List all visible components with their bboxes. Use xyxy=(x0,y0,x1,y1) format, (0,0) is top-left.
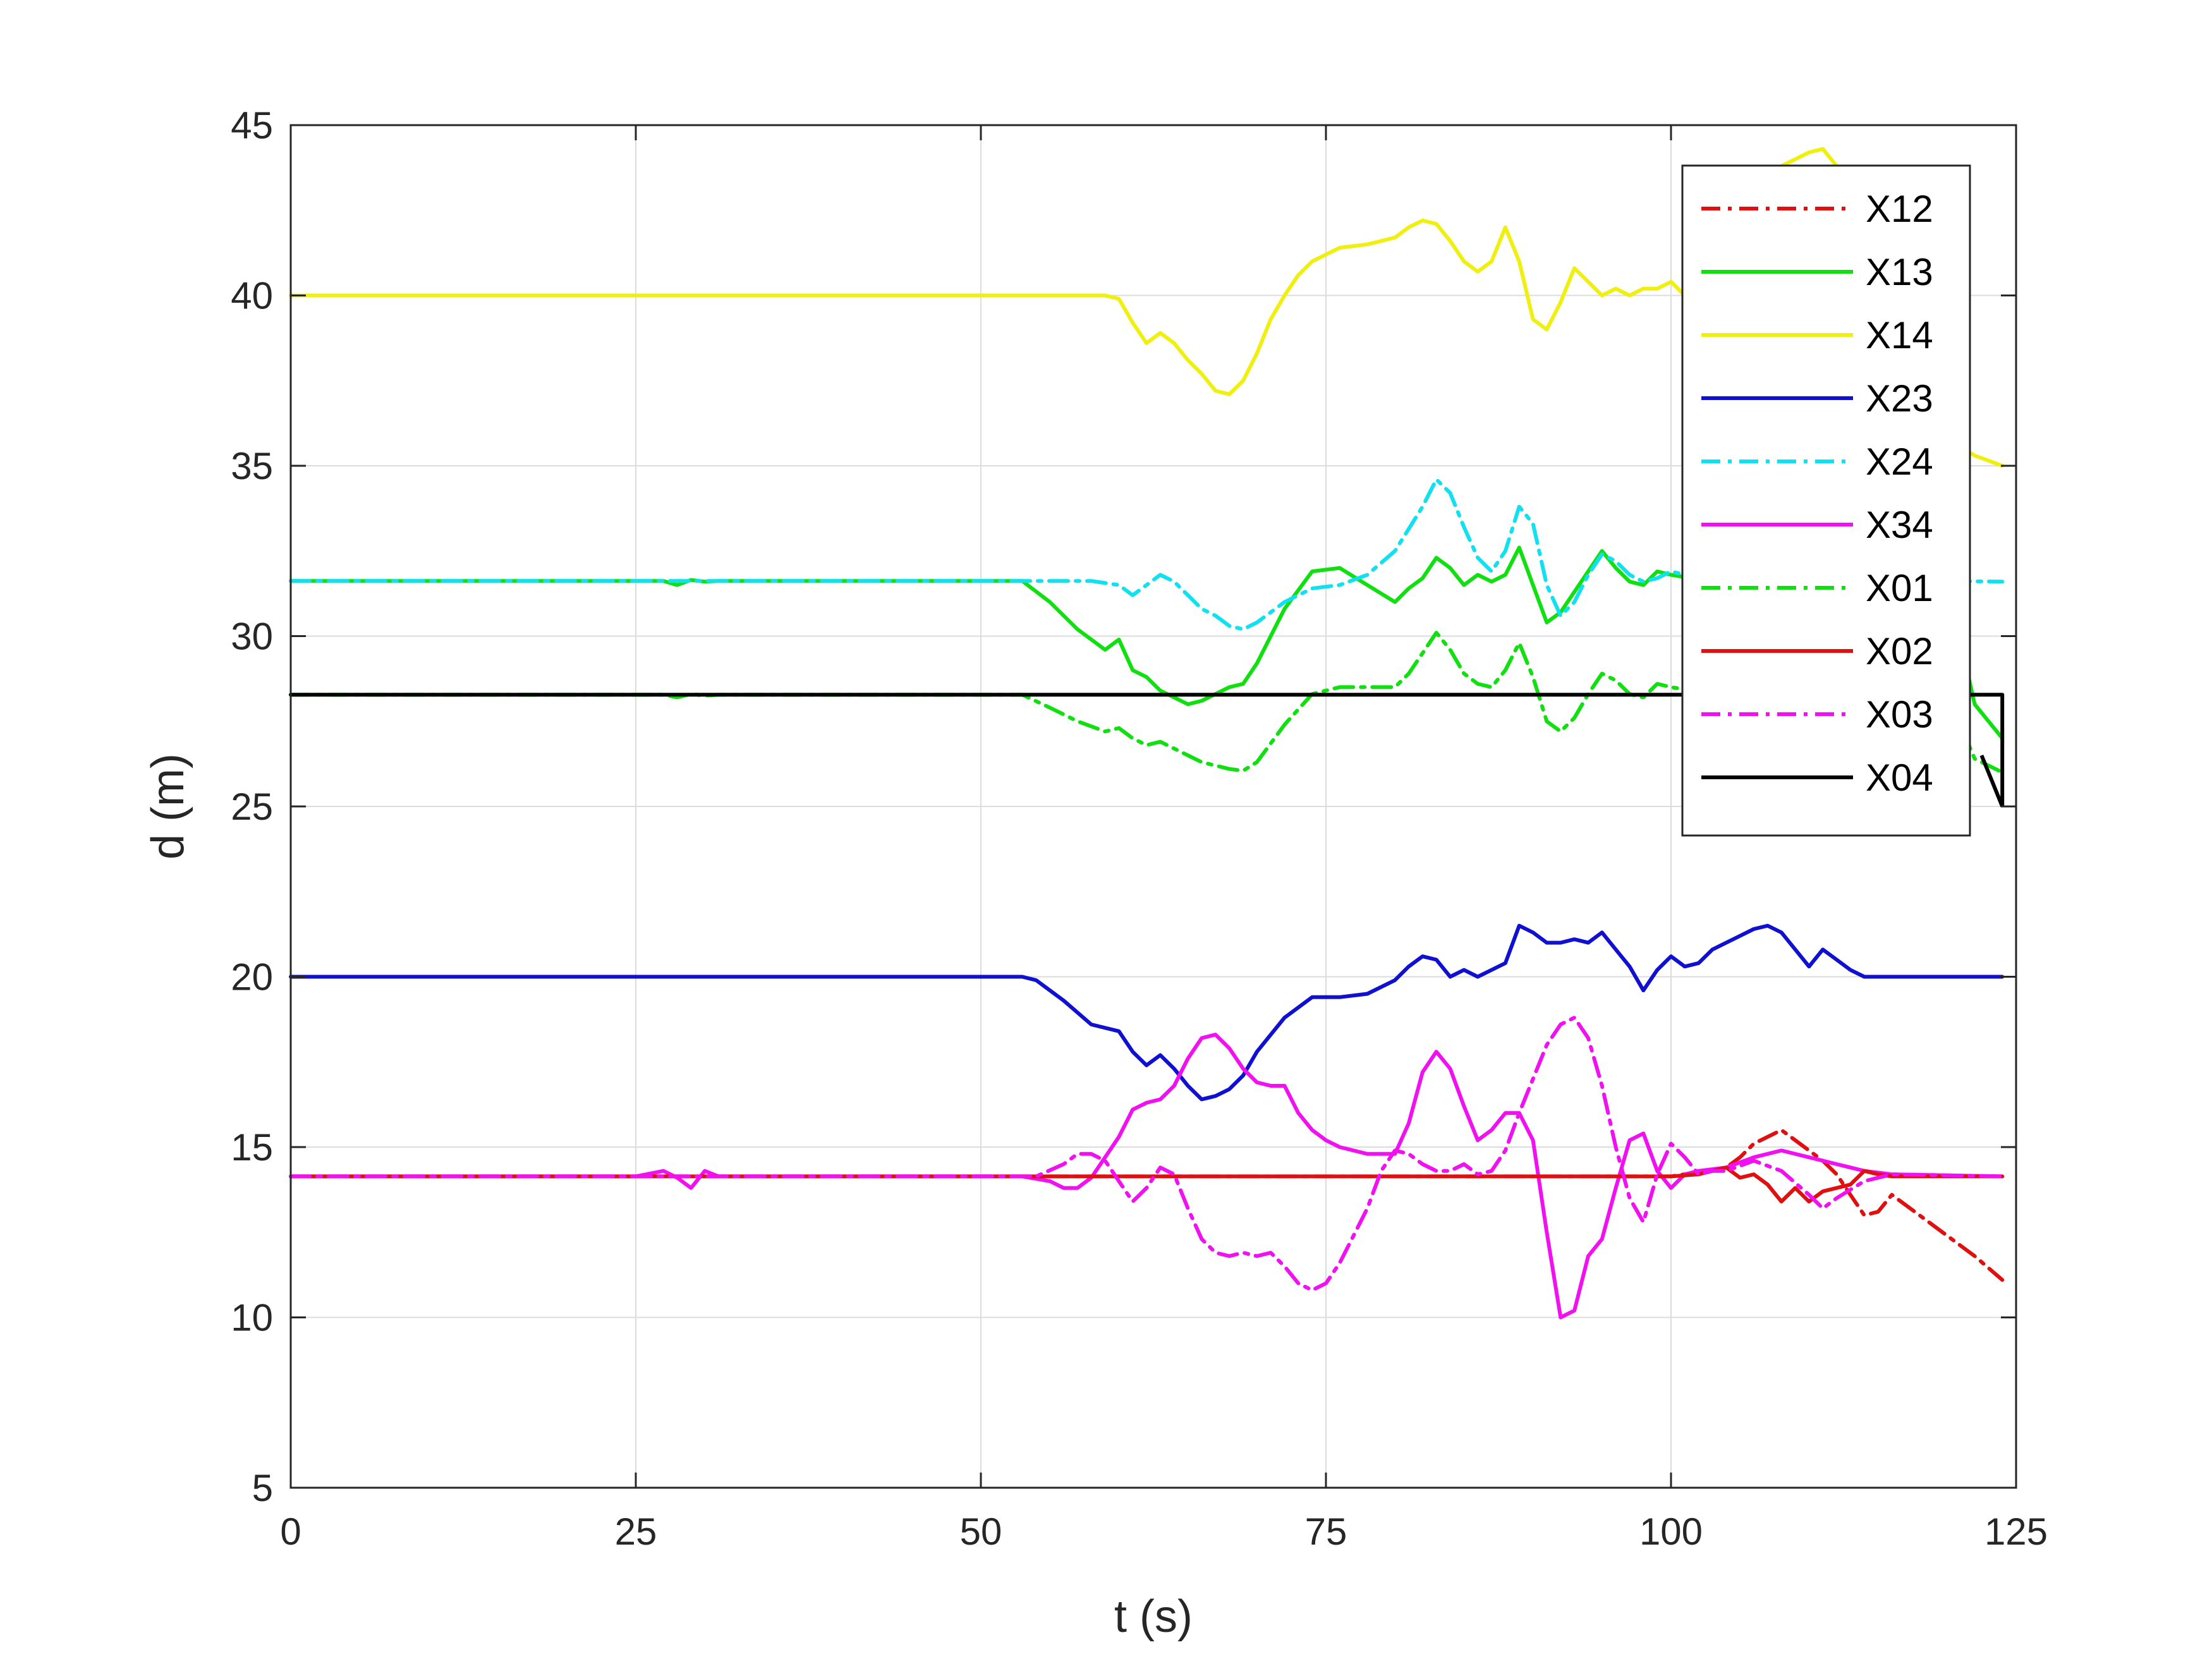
legend-label-x12: X12 xyxy=(1866,188,1933,230)
x-tick-label: 125 xyxy=(1984,1510,2048,1553)
series-line-x13 xyxy=(289,545,2005,741)
axis-ticks: 0 25 50 75 100 125 5 10 15 20 25 30 35 40 45 xyxy=(231,104,2048,1553)
series-line-x34 xyxy=(289,1033,2005,1320)
y-tick-label: 15 xyxy=(231,1126,273,1169)
legend: X12 X13 X14 X23 X24 X34 X01 X02 X03 X04 xyxy=(1681,164,1971,837)
series-line-x14 xyxy=(289,147,2005,468)
x-tick-label: 50 xyxy=(960,1510,1002,1553)
series-line-x01 xyxy=(289,631,2005,775)
legend-label-x23: X23 xyxy=(1866,377,1933,420)
legend-box xyxy=(1681,164,1971,837)
x-tick-label: 100 xyxy=(1639,1510,1703,1553)
series-line-x24 xyxy=(289,477,2005,631)
legend-label-x03: X03 xyxy=(1866,693,1933,736)
y-tick-label: 20 xyxy=(231,956,273,999)
y-tick-label: 35 xyxy=(231,445,273,487)
y-tick-label: 25 xyxy=(231,786,273,828)
y-tick-label: 30 xyxy=(231,616,273,658)
series-line-x03 xyxy=(289,1016,2005,1292)
legend-label-x34: X34 xyxy=(1866,504,1933,546)
y-tick-label: 5 xyxy=(252,1467,273,1509)
x-tick-label: 0 xyxy=(280,1510,301,1553)
series-line-x23 xyxy=(289,923,2005,1102)
y-axis-label: d (m) xyxy=(143,753,193,860)
x-tick-label: 75 xyxy=(1305,1510,1347,1553)
legend-label-x01: X01 xyxy=(1866,567,1933,609)
series-layer xyxy=(289,147,2005,1320)
x-tick-label: 25 xyxy=(615,1510,657,1553)
legend-label-x02: X02 xyxy=(1866,630,1933,672)
x-axis-label: t (s) xyxy=(1114,1591,1193,1642)
legend-label-x13: X13 xyxy=(1866,251,1933,293)
legend-label-x14: X14 xyxy=(1866,314,1933,356)
legend-label-x24: X24 xyxy=(1866,441,1933,483)
legend-label-x04: X04 xyxy=(1866,757,1933,799)
y-tick-label: 10 xyxy=(231,1297,273,1339)
y-tick-label: 45 xyxy=(231,104,273,147)
y-tick-label: 40 xyxy=(231,275,273,317)
